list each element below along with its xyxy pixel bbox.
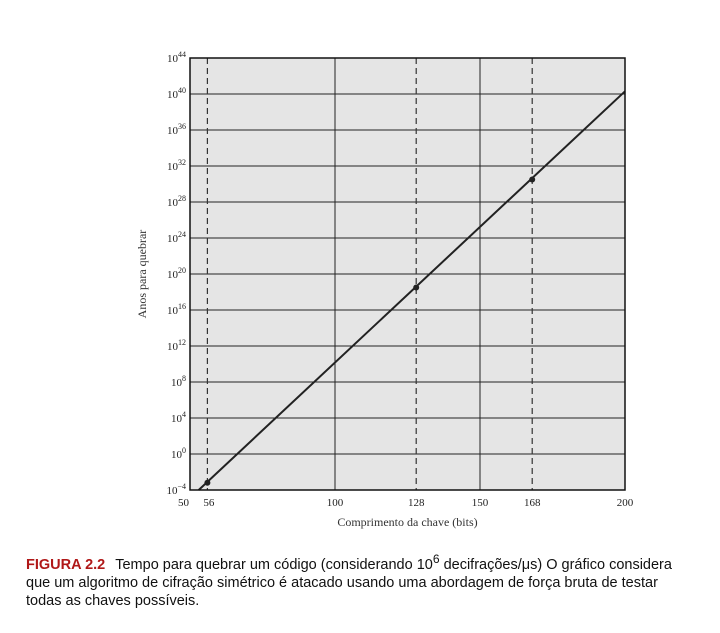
series-layer bbox=[198, 90, 626, 491]
y-tick-base: 10 bbox=[167, 233, 179, 245]
y-tick-base: 10 bbox=[167, 197, 179, 209]
y-tick-exponent: 12 bbox=[178, 338, 186, 347]
y-tick-label: 1036 bbox=[167, 122, 186, 137]
y-tick-label: 10−4 bbox=[166, 482, 186, 497]
x-tick-label: 150 bbox=[472, 497, 489, 509]
x-tick-label: 168 bbox=[524, 497, 541, 509]
y-tick-base: 10 bbox=[167, 53, 179, 65]
y-tick-exponent: 0 bbox=[182, 446, 186, 455]
y-tick-exponent: 16 bbox=[178, 302, 186, 311]
y-tick-exponent: −4 bbox=[177, 482, 186, 491]
x-axis-ticks: 50 56 100 128 150 168 200 bbox=[178, 497, 634, 509]
y-tick-base: 10 bbox=[167, 341, 179, 353]
x-axis-title: Comprimento da chave (bits) bbox=[337, 515, 477, 529]
x-tick-label: 50 bbox=[178, 497, 190, 509]
y-tick-base: 10 bbox=[171, 413, 183, 425]
y-tick-exponent: 44 bbox=[178, 50, 186, 59]
x-tick-label: 100 bbox=[327, 497, 344, 509]
y-tick-label: 1024 bbox=[167, 230, 186, 245]
plot-frame bbox=[189, 57, 626, 491]
figure-label: FIGURA 2.2 bbox=[26, 556, 106, 573]
y-tick-exponent: 20 bbox=[178, 266, 186, 275]
caption-superscript: 6 bbox=[432, 552, 440, 566]
y-tick-label: 108 bbox=[171, 374, 186, 389]
y-tick-exponent: 24 bbox=[178, 230, 186, 239]
y-tick-base: 10 bbox=[167, 89, 179, 101]
y-tick-label: 1016 bbox=[167, 302, 186, 317]
y-tick-base: 10 bbox=[167, 125, 179, 137]
data-point bbox=[529, 176, 536, 183]
key-length-chart: 10−4100104108101210161020102410281032103… bbox=[135, 50, 634, 529]
caption-text-before: Tempo para quebrar um código (consideran… bbox=[115, 556, 433, 573]
y-tick-label: 1012 bbox=[167, 338, 186, 353]
y-tick-label: 1044 bbox=[167, 50, 186, 65]
data-point bbox=[413, 284, 420, 291]
y-tick-exponent: 32 bbox=[178, 158, 186, 167]
y-tick-base: 10 bbox=[167, 269, 179, 281]
y-axis-title: Anos para quebrar bbox=[135, 230, 149, 319]
y-axis-ticks: 10−4100104108101210161020102410281032103… bbox=[166, 50, 186, 497]
y-tick-label: 1032 bbox=[167, 158, 186, 173]
y-tick-base: 10 bbox=[171, 449, 183, 461]
y-tick-label: 100 bbox=[171, 446, 186, 461]
data-point bbox=[204, 479, 211, 486]
y-tick-label: 1040 bbox=[167, 86, 186, 101]
y-tick-exponent: 28 bbox=[178, 194, 186, 203]
y-tick-label: 1028 bbox=[167, 194, 186, 209]
y-tick-exponent: 36 bbox=[178, 122, 186, 131]
y-tick-base: 10 bbox=[167, 161, 179, 173]
figure-caption: FIGURA 2.2 Tempo para quebrar um código (… bbox=[26, 550, 696, 610]
y-tick-base: 10 bbox=[171, 377, 183, 389]
caption-text-after: decifrações/μs) O gráfico considera que … bbox=[26, 556, 672, 609]
y-tick-exponent: 40 bbox=[178, 86, 186, 95]
x-tick-label: 128 bbox=[408, 497, 425, 509]
y-tick-label: 104 bbox=[171, 410, 186, 425]
y-tick-label: 1020 bbox=[167, 266, 186, 281]
y-tick-base: 10 bbox=[167, 305, 179, 317]
y-tick-base: 10 bbox=[166, 485, 178, 497]
y-tick-exponent: 8 bbox=[182, 374, 186, 383]
grid bbox=[190, 57, 625, 491]
x-tick-label: 200 bbox=[617, 497, 634, 509]
y-tick-exponent: 4 bbox=[182, 410, 186, 419]
x-tick-label: 56 bbox=[203, 497, 215, 509]
series-line bbox=[198, 90, 626, 491]
